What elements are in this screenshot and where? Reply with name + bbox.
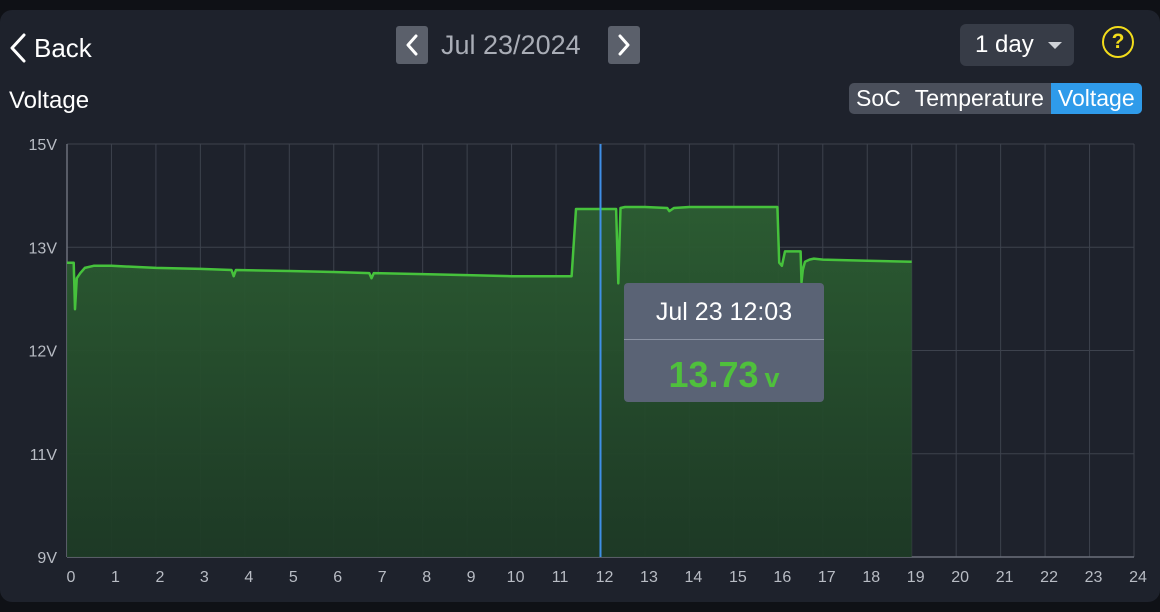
- tab-soc[interactable]: SoC: [856, 85, 901, 111]
- x-tick-label: 5: [289, 569, 298, 586]
- x-tick-label: 14: [685, 569, 703, 586]
- tab-temperature[interactable]: Temperature: [914, 85, 1044, 111]
- y-tick-label: 13V: [29, 240, 58, 257]
- tooltip-value: 13.73: [668, 354, 759, 395]
- x-tick-label: 15: [729, 569, 747, 586]
- voltage-line: [67, 205, 912, 311]
- back-button[interactable]: Back: [8, 28, 92, 68]
- x-tick-label: 8: [422, 569, 431, 586]
- y-tick-label: 15V: [29, 137, 58, 154]
- x-tick-label: 22: [1040, 569, 1058, 586]
- x-tick-label: 11: [552, 569, 569, 586]
- app-screen: Back Jul 23/2024 1 day ? Voltage SoC Tem…: [0, 10, 1160, 602]
- tooltip-value-row: 13.73 v: [624, 354, 824, 396]
- x-tick-label: 4: [244, 569, 253, 586]
- chevron-right-icon: [618, 34, 630, 56]
- x-tick-label: 18: [862, 569, 880, 586]
- x-tick-label: 6: [333, 569, 342, 586]
- x-tick-label: 24: [1129, 569, 1147, 586]
- x-tick-label: 7: [378, 569, 387, 586]
- back-label: Back: [34, 32, 92, 63]
- x-tick-label: 13: [640, 569, 658, 586]
- x-tick-label: 12: [596, 569, 614, 586]
- tooltip-unit: v: [764, 363, 780, 393]
- x-tick-label: 20: [951, 569, 969, 586]
- time-range-dropdown[interactable]: 1 day: [960, 24, 1074, 66]
- value-tooltip: Jul 23 12:03 13.73 v: [624, 283, 824, 402]
- tooltip-time: Jul 23 12:03: [624, 283, 824, 340]
- x-tick-label: 17: [818, 569, 836, 586]
- x-tick-label: 16: [773, 569, 791, 586]
- x-tick-label: 10: [507, 569, 525, 586]
- y-tick-label: 9V: [37, 550, 57, 567]
- x-tick-label: 23: [1085, 569, 1103, 586]
- x-tick-label: 1: [111, 569, 120, 586]
- x-tick-label: 19: [907, 569, 925, 586]
- x-tick-label: 21: [996, 569, 1014, 586]
- help-icon[interactable]: ?: [1102, 26, 1134, 58]
- chevron-left-icon: [10, 33, 26, 63]
- y-axis-ticks: 15V 13V 12V 11V 9V: [29, 137, 58, 567]
- caret-down-icon: [1047, 41, 1062, 49]
- tab-voltage[interactable]: Voltage: [1050, 83, 1142, 114]
- x-tick-label: 3: [200, 569, 209, 586]
- x-tick-label: 9: [467, 569, 476, 586]
- y-tick-label: 11V: [30, 447, 58, 464]
- section-title: Voltage: [9, 87, 90, 114]
- metric-toggle: SoC Temperature Voltage: [849, 83, 1142, 114]
- x-tick-label: 0: [67, 569, 76, 586]
- previous-date-button[interactable]: [396, 26, 428, 64]
- time-range-value: 1 day: [975, 31, 1034, 58]
- next-date-button[interactable]: [608, 26, 640, 64]
- y-tick-label: 12V: [29, 344, 58, 361]
- x-axis-ticks: 0 1 2 3 4 5 6 7 8 9 10 11 12 13 14 15 16 17 18 19 20 21 22 23 24: [67, 569, 1147, 586]
- chevron-left-icon: [406, 34, 418, 56]
- current-date: Jul 23/2024: [441, 30, 581, 60]
- x-tick-label: 2: [155, 569, 164, 586]
